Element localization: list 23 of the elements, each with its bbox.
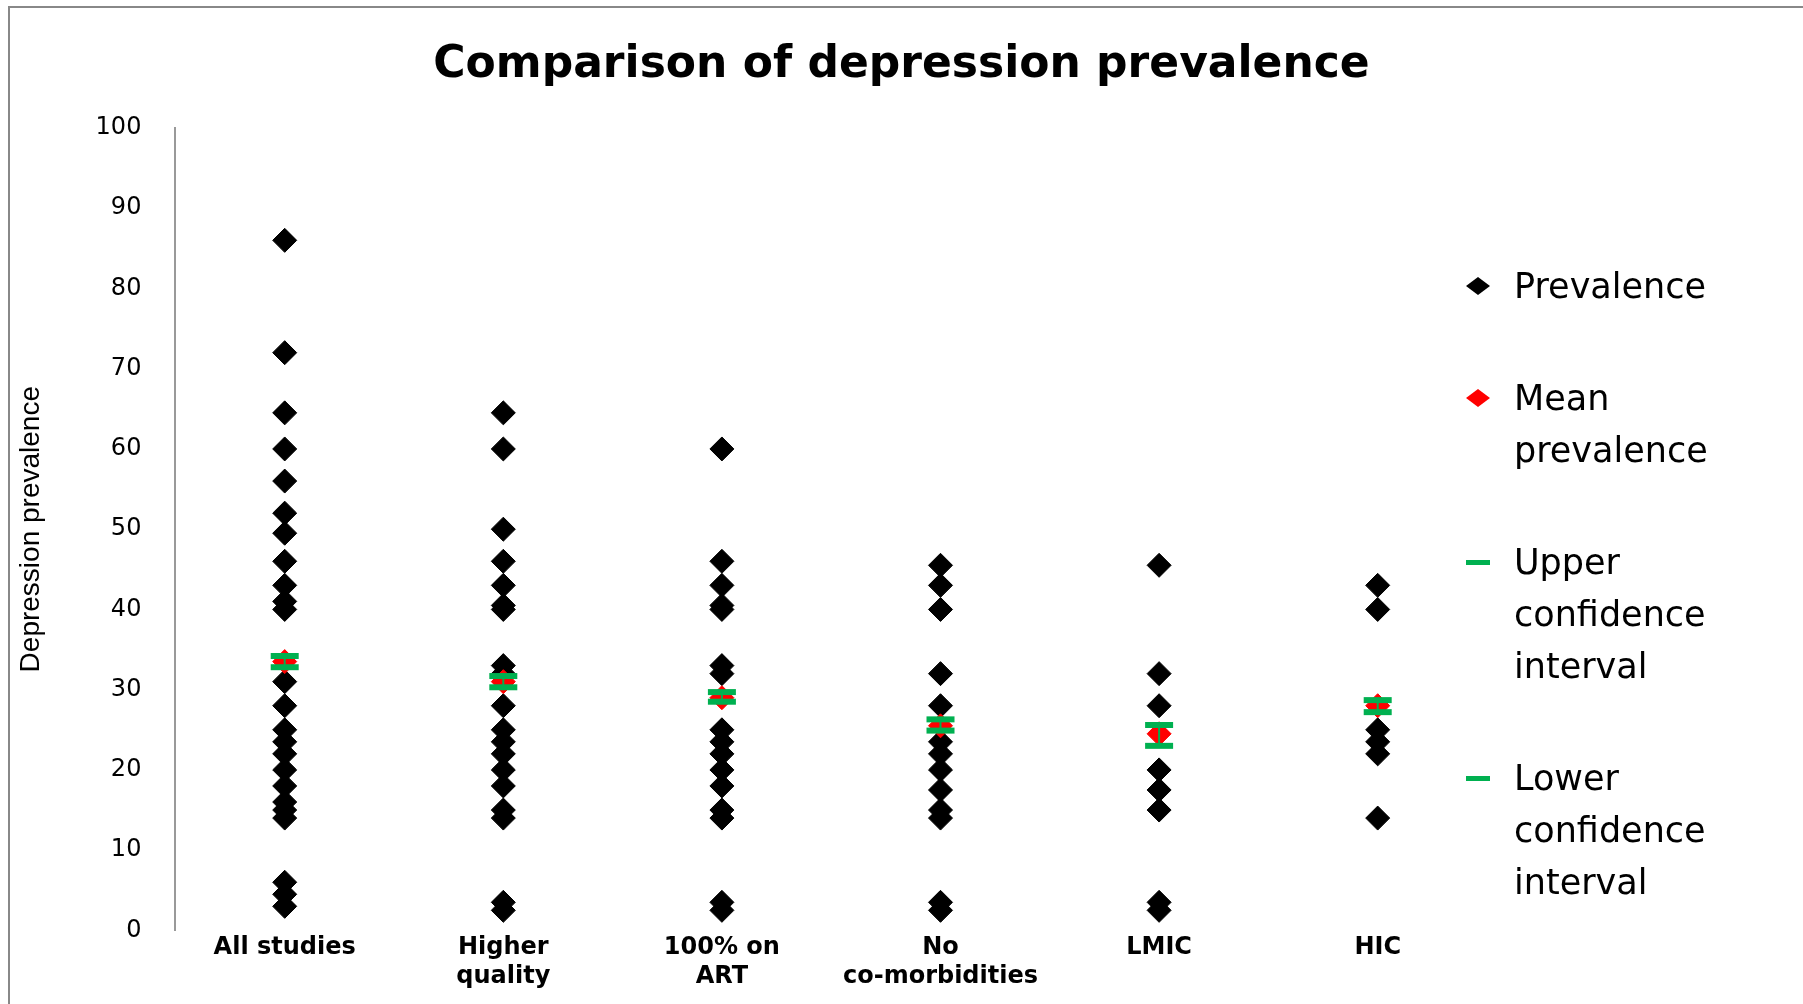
y-tick-label: 60 (110, 433, 142, 462)
x-tick-label: LMIC (1126, 932, 1192, 961)
y-tick-label: 100 (95, 112, 142, 141)
x-tick-label: All studies (213, 932, 356, 961)
legend-label: Upper confidence interval (1514, 541, 1707, 688)
chart-title: Comparison of depression prevalence (432, 36, 1371, 87)
x-tick-label: 100% on ART (663, 932, 780, 989)
legend-label: Prevalence (1514, 265, 1707, 308)
x-tick-label: No co-morbidities (842, 932, 1039, 989)
y-tick-label: 90 (110, 192, 142, 221)
legend-label: Lower confidence interval (1514, 757, 1707, 904)
y-tick-label: 0 (126, 914, 142, 943)
legend-label: Mean prevalence (1514, 377, 1709, 472)
y-axis-title: Depression prevalence (13, 386, 45, 673)
y-tick-label: 10 (110, 834, 142, 863)
y-tick-label: 80 (110, 272, 142, 301)
y-tick-label: 40 (110, 593, 142, 622)
y-tick-label: 30 (110, 673, 142, 702)
x-tick-label: Higher quality (456, 932, 551, 989)
y-tick-label: 70 (110, 352, 142, 381)
y-tick-label: 50 (110, 513, 142, 542)
x-tick-label: HIC (1354, 932, 1402, 961)
y-tick-label: 20 (110, 754, 142, 783)
